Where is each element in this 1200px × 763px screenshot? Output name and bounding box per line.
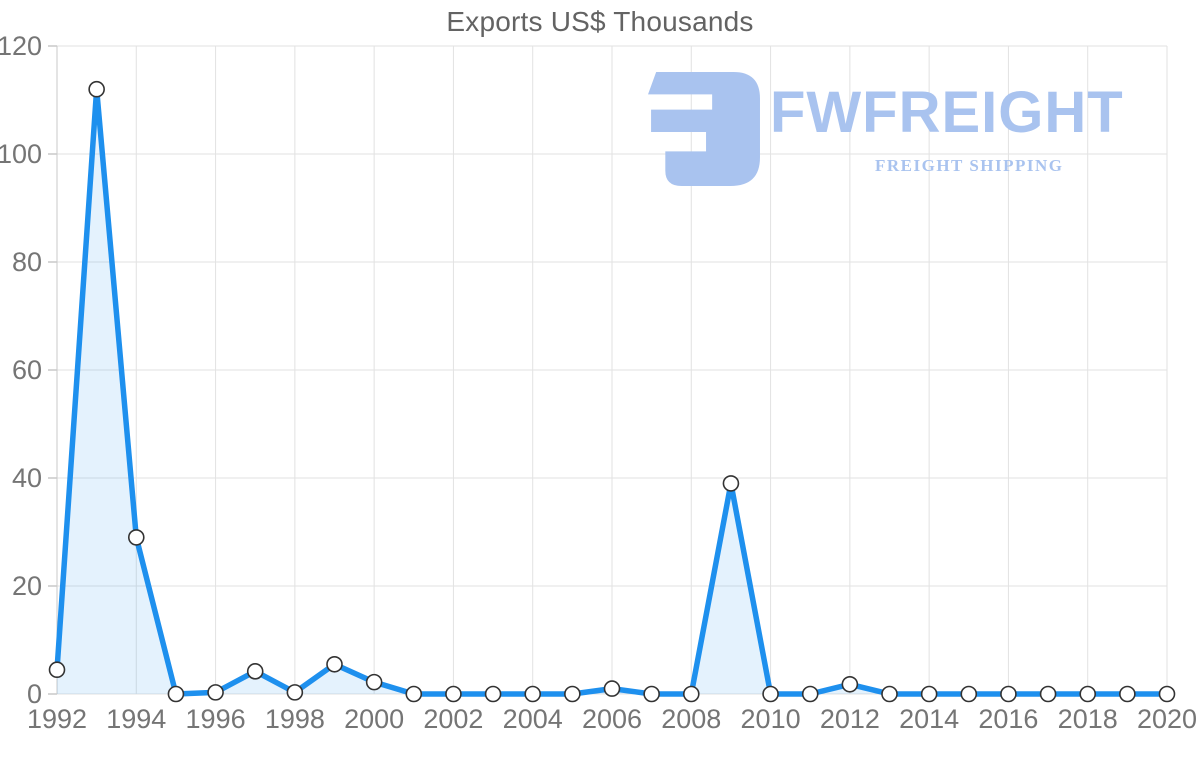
data-point-2010[interactable] (762, 685, 779, 703)
y-axis-tick-label: 100 (0, 139, 42, 169)
data-point-1993[interactable] (88, 80, 105, 98)
x-axis-tick-label: 2008 (661, 704, 721, 734)
y-axis-tick-label: 0 (27, 679, 42, 709)
data-point-2016[interactable] (1000, 685, 1017, 703)
data-point-2002[interactable] (445, 685, 462, 703)
data-point-2003[interactable] (484, 685, 502, 703)
x-axis-tick-label: 2000 (344, 704, 404, 734)
x-axis-tick-label: 1992 (27, 704, 87, 734)
y-axis-tick-label: 40 (12, 463, 42, 493)
x-axis-tick-label: 2020 (1137, 704, 1197, 734)
x-axis-tick-label: 2002 (423, 704, 483, 734)
data-point-1996[interactable] (207, 684, 224, 701)
x-axis-tick-label: 2018 (1058, 704, 1118, 734)
data-point-2013[interactable] (881, 685, 898, 703)
data-point-2012[interactable] (841, 675, 859, 693)
data-point-2017[interactable] (1039, 685, 1057, 703)
data-point-1995[interactable] (167, 685, 185, 703)
data-point-2006[interactable] (603, 680, 621, 697)
data-point-1994[interactable] (127, 529, 145, 546)
data-point-2019[interactable] (1119, 685, 1136, 703)
data-point-2005[interactable] (564, 685, 581, 703)
data-point-2009[interactable] (722, 475, 740, 492)
data-point-2011[interactable] (801, 685, 819, 703)
data-point-1997[interactable] (246, 663, 264, 680)
data-point-2004[interactable] (524, 685, 542, 703)
x-axis-tick-label: 2004 (503, 704, 563, 734)
data-point-1992[interactable] (48, 661, 66, 679)
data-point-2001[interactable] (405, 685, 423, 703)
x-axis-tick-label: 1998 (265, 704, 325, 734)
data-point-2008[interactable] (682, 685, 700, 703)
data-point-2020[interactable] (1158, 685, 1176, 703)
y-axis-tick-label: 120 (0, 31, 42, 61)
data-point-2007[interactable] (643, 685, 660, 703)
y-axis-tick-label: 60 (12, 355, 42, 385)
y-axis-tick-label: 80 (12, 247, 42, 277)
data-point-2014[interactable] (920, 685, 938, 703)
x-axis-tick-label: 2016 (978, 704, 1038, 734)
x-axis-tick-label: 2012 (820, 704, 880, 734)
x-axis-tick-label: 2010 (741, 704, 801, 734)
x-axis-tick-label: 2006 (582, 704, 642, 734)
data-point-2000[interactable] (365, 673, 383, 691)
data-point-2015[interactable] (960, 685, 978, 703)
data-point-1999[interactable] (326, 655, 343, 673)
data-point-1998[interactable] (286, 684, 304, 701)
x-axis-tick-label: 1996 (186, 704, 246, 734)
x-axis-tick-label: 1994 (106, 704, 166, 734)
chart-title: Exports US$ Thousands (446, 6, 754, 37)
y-axis-tick-label: 20 (12, 571, 42, 601)
x-axis-tick-label: 2014 (899, 704, 959, 734)
data-point-2018[interactable] (1079, 685, 1097, 703)
